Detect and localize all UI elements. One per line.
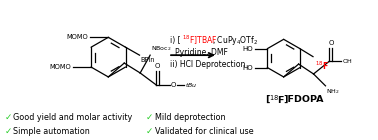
Text: O: O <box>171 82 177 88</box>
Text: HO: HO <box>243 65 253 71</box>
Text: $^{18}$F: $^{18}$F <box>315 60 329 72</box>
Text: ]FDOPA: ]FDOPA <box>284 95 324 104</box>
Text: Simple automation: Simple automation <box>14 127 90 136</box>
Text: MOMO: MOMO <box>50 64 71 70</box>
Text: NH$_2$: NH$_2$ <box>327 87 340 96</box>
Text: $^{18}$F: $^{18}$F <box>269 93 285 106</box>
Text: ii) HCl Deprotection: ii) HCl Deprotection <box>170 60 245 69</box>
Text: O: O <box>328 40 334 46</box>
Text: ✓: ✓ <box>146 127 153 136</box>
Text: Validated for clinical use: Validated for clinical use <box>155 127 253 136</box>
Text: Mild deprotection: Mild deprotection <box>155 113 225 122</box>
Text: , CuPy$_4$OTf$_2$: , CuPy$_4$OTf$_2$ <box>212 34 258 47</box>
Text: OH: OH <box>342 59 352 64</box>
Text: O: O <box>155 63 160 69</box>
Text: ✓: ✓ <box>5 127 12 136</box>
Text: i) [: i) [ <box>170 36 181 45</box>
Text: ✓: ✓ <box>5 113 12 122</box>
Text: $^{18}$F]TBAF: $^{18}$F]TBAF <box>182 34 218 47</box>
Text: BPin: BPin <box>141 57 155 63</box>
Text: [: [ <box>265 95 269 104</box>
Text: ✓: ✓ <box>146 113 153 122</box>
Text: HO: HO <box>243 46 253 52</box>
Text: Pyridine, DMF: Pyridine, DMF <box>175 48 228 57</box>
Text: NBoc$_2$: NBoc$_2$ <box>151 44 172 53</box>
Text: $t$Bu: $t$Bu <box>185 81 197 89</box>
Text: MOMO: MOMO <box>67 34 88 40</box>
Text: Good yield and molar activity: Good yield and molar activity <box>14 113 133 122</box>
